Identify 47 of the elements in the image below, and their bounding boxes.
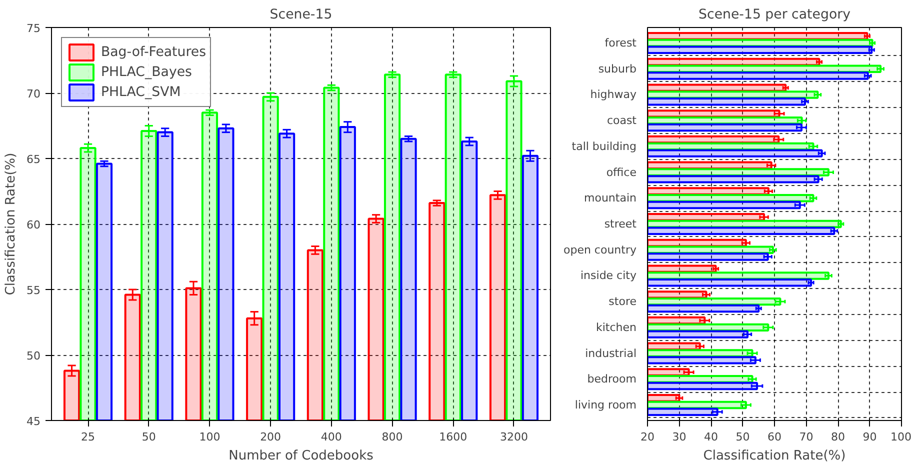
x-tick-label: 70 bbox=[799, 430, 814, 444]
y-tick-label: forest bbox=[604, 36, 638, 50]
y-tick-label: inside city bbox=[580, 269, 637, 282]
y-tick-label: kitchen bbox=[596, 320, 637, 334]
y-tick-label: 75 bbox=[26, 22, 41, 35]
y-tick-label: office bbox=[606, 166, 637, 179]
y-tick-label: highway bbox=[590, 88, 637, 102]
x-tick-label: 40 bbox=[704, 430, 718, 444]
y-tick-label: 60 bbox=[26, 218, 41, 232]
x-tick-label: 3200 bbox=[500, 430, 528, 444]
y-tick-label: street bbox=[604, 218, 638, 230]
chart-title: Scene-15 bbox=[270, 8, 332, 22]
y-tick-label: store bbox=[608, 295, 637, 308]
x-tick-label: 25 bbox=[81, 430, 96, 444]
x-tick-label: 50 bbox=[142, 430, 156, 444]
legend-label: PHLAC_SVM bbox=[101, 84, 181, 100]
x-tick-label: 800 bbox=[382, 430, 403, 444]
x-tick-label: 100 bbox=[890, 430, 911, 444]
x-tick-label: 60 bbox=[768, 430, 782, 444]
x-tick-label: 20 bbox=[640, 430, 654, 444]
legend-label: PHLAC_Bayes bbox=[101, 64, 192, 80]
x-tick-label: 100 bbox=[199, 430, 220, 444]
y-tick-label: living room bbox=[574, 398, 637, 412]
y-tick-label: open country bbox=[563, 243, 637, 256]
y-tick-label: industrial bbox=[585, 346, 637, 360]
y-tick-label: coast bbox=[606, 114, 638, 128]
x-tick-label: 50 bbox=[736, 430, 750, 444]
y-tick-label: bedroom bbox=[587, 372, 637, 386]
x-tick-label: 200 bbox=[260, 430, 282, 444]
y-axis-title: Classification Rate(%) bbox=[4, 152, 19, 296]
y-tick-label: mountain bbox=[584, 192, 637, 205]
x-tick-label: 90 bbox=[862, 430, 877, 444]
x-axis-title: Number of Codebooks bbox=[228, 448, 374, 464]
x-tick-label: 400 bbox=[320, 430, 342, 444]
y-tick-label: tall building bbox=[572, 140, 637, 153]
chart-title: Scene-15 per category bbox=[698, 8, 851, 22]
y-tick-label: 55 bbox=[26, 284, 41, 297]
y-tick-label: 50 bbox=[26, 350, 41, 362]
x-tick-label: 1600 bbox=[439, 430, 468, 444]
x-axis-title: Classification Rate(%) bbox=[703, 448, 846, 464]
x-tick-label: 80 bbox=[831, 430, 845, 444]
y-tick-label: 65 bbox=[26, 153, 41, 166]
y-tick-label: 70 bbox=[26, 88, 41, 100]
legend-label: Bag-of-Features bbox=[101, 44, 206, 60]
y-tick-label: suburb bbox=[598, 62, 637, 76]
x-tick-label: 30 bbox=[672, 430, 686, 444]
y-tick-label: 45 bbox=[26, 415, 41, 428]
